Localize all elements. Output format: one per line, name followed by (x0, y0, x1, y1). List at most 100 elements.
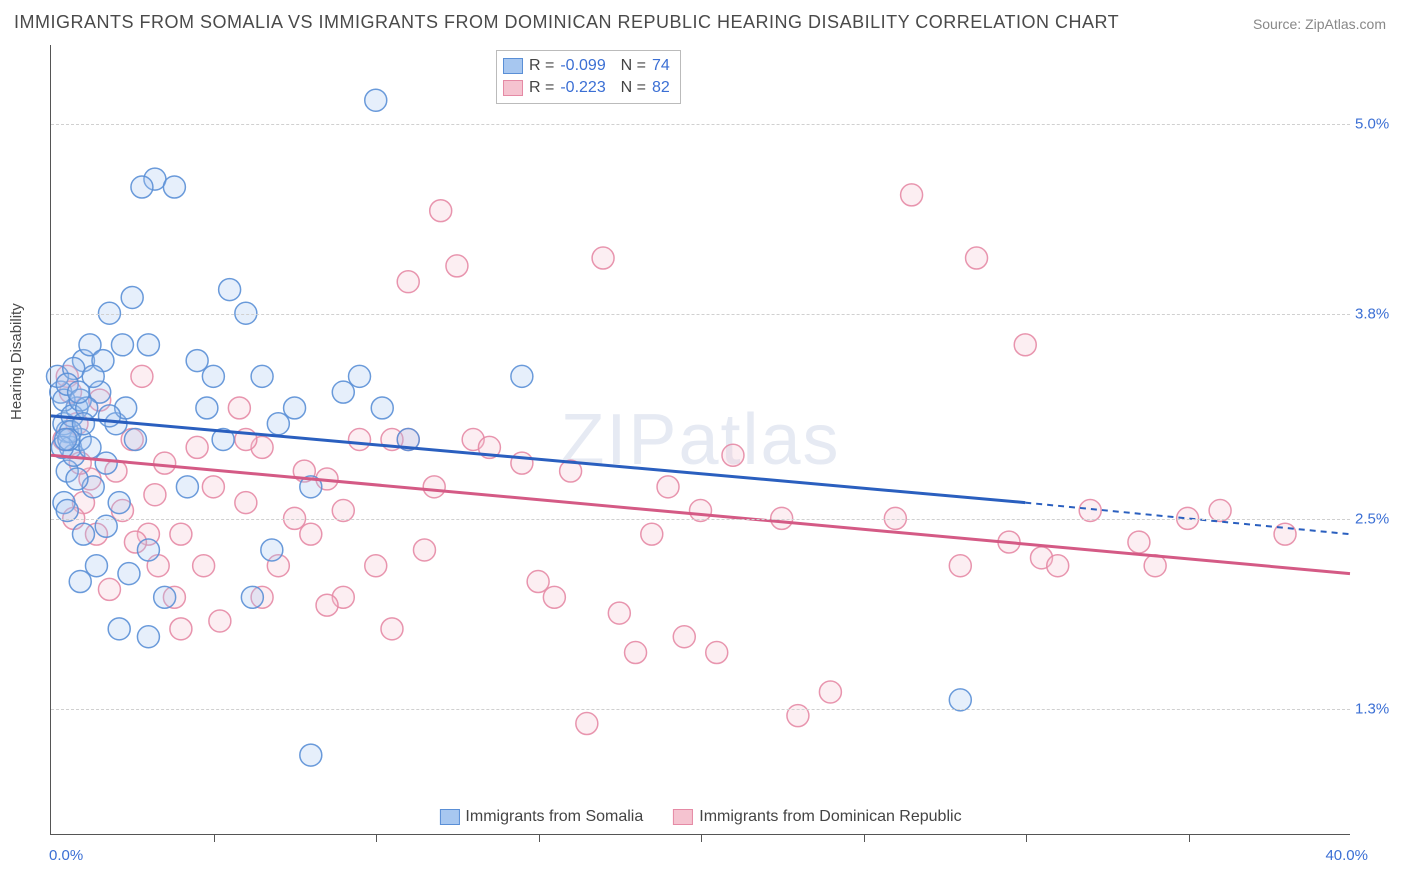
y-tick-label: 5.0% (1355, 116, 1405, 133)
stats-row-1: R = -0.099 N = 74 (503, 55, 670, 77)
source-label: Source: ZipAtlas.com (1253, 16, 1386, 32)
scatter-svg (51, 45, 1350, 834)
data-point (722, 444, 744, 466)
data-point (69, 571, 91, 593)
data-point (430, 200, 452, 222)
stats-row-2: R = -0.223 N = 82 (503, 77, 670, 99)
data-point (131, 365, 153, 387)
data-point (511, 452, 533, 474)
data-point (228, 397, 250, 419)
chart-title: IMMIGRANTS FROM SOMALIA VS IMMIGRANTS FR… (14, 12, 1119, 33)
data-point (241, 586, 263, 608)
data-point (592, 247, 614, 269)
data-point (423, 476, 445, 498)
data-point (576, 713, 598, 735)
data-point (219, 279, 241, 301)
data-point (235, 492, 257, 514)
data-point (55, 429, 77, 451)
data-point (98, 578, 120, 600)
x-tick (1189, 834, 1190, 842)
data-point (365, 89, 387, 111)
data-point (446, 255, 468, 277)
y-tick-label: 3.8% (1355, 305, 1405, 322)
data-point (170, 618, 192, 640)
data-point (68, 381, 90, 403)
swatch-series-2 (503, 80, 523, 96)
n-value-1: 74 (652, 55, 670, 77)
data-point (137, 334, 159, 356)
swatch-icon (673, 809, 693, 825)
x-tick (864, 834, 865, 842)
x-tick (376, 834, 377, 842)
data-point (108, 492, 130, 514)
data-point (543, 586, 565, 608)
legend-item-2: Immigrants from Dominican Republic (673, 808, 961, 826)
r-value-2: -0.223 (560, 77, 605, 99)
data-point (124, 429, 146, 451)
data-point (209, 610, 231, 632)
data-point (196, 397, 218, 419)
swatch-icon (439, 809, 459, 825)
data-point (186, 436, 208, 458)
data-point (901, 184, 923, 206)
data-point (98, 405, 120, 427)
data-point (819, 681, 841, 703)
data-point (144, 484, 166, 506)
data-point (284, 397, 306, 419)
data-point (641, 523, 663, 545)
data-point (72, 413, 94, 435)
y-tick-label: 2.5% (1355, 511, 1405, 528)
x-tick (701, 834, 702, 842)
data-point (267, 413, 289, 435)
data-point (118, 563, 140, 585)
data-point (1128, 531, 1150, 553)
data-point (154, 452, 176, 474)
data-point (176, 476, 198, 498)
y-axis-label: Hearing Disability (8, 303, 25, 420)
data-point (202, 365, 224, 387)
data-point (413, 539, 435, 561)
data-point (316, 594, 338, 616)
data-point (332, 381, 354, 403)
data-point (95, 452, 117, 474)
gridline (51, 709, 1350, 710)
data-point (349, 365, 371, 387)
data-point (608, 602, 630, 624)
series-legend: Immigrants from Somalia Immigrants from … (431, 808, 969, 826)
data-point (202, 476, 224, 498)
data-point (131, 176, 153, 198)
data-point (527, 571, 549, 593)
gridline (51, 519, 1350, 520)
data-point (1014, 334, 1036, 356)
x-tick (1026, 834, 1027, 842)
data-point (371, 397, 393, 419)
data-point (511, 365, 533, 387)
data-point (673, 626, 695, 648)
x-axis-min: 0.0% (49, 847, 83, 864)
data-point (706, 642, 728, 664)
data-point (349, 429, 371, 451)
plot-area: ZIPatlas R = -0.099 N = 74 R = -0.223 N … (50, 45, 1350, 835)
x-axis-max: 40.0% (1325, 847, 1368, 864)
stats-legend: R = -0.099 N = 74 R = -0.223 N = 82 (496, 50, 681, 104)
x-tick (539, 834, 540, 842)
data-point (365, 555, 387, 577)
data-point (251, 365, 273, 387)
legend-item-1: Immigrants from Somalia (439, 808, 643, 826)
data-point (966, 247, 988, 269)
data-point (170, 523, 192, 545)
gridline (51, 314, 1350, 315)
data-point (261, 539, 283, 561)
data-point (193, 555, 215, 577)
data-point (79, 436, 101, 458)
gridline (51, 124, 1350, 125)
x-tick (214, 834, 215, 842)
legend-label-2: Immigrants from Dominican Republic (699, 808, 961, 826)
legend-label-1: Immigrants from Somalia (465, 808, 643, 826)
data-point (657, 476, 679, 498)
data-point (111, 334, 133, 356)
data-point (949, 689, 971, 711)
data-point (108, 618, 130, 640)
data-point (154, 586, 176, 608)
data-point (85, 555, 107, 577)
